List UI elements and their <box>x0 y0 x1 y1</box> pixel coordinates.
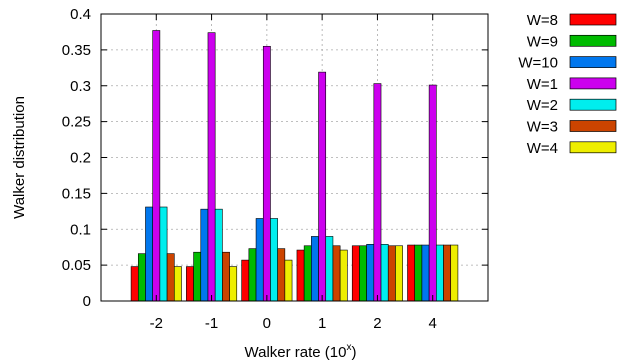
legend-swatch <box>569 98 617 111</box>
bars-layer <box>130 30 459 302</box>
bar <box>421 244 430 302</box>
x-tick-label: -2 <box>150 315 163 332</box>
x-tick-label: 2 <box>373 315 381 332</box>
y-axis-title: Walker distribution <box>11 96 28 219</box>
bar <box>277 248 286 302</box>
bar <box>450 244 459 302</box>
bar <box>262 45 271 302</box>
x-axis-title-main: Walker rate (10 <box>245 344 347 361</box>
bar <box>186 266 194 302</box>
y-tick-label: 0.35 <box>62 42 91 59</box>
bar <box>325 236 334 302</box>
x-tick-label: 4 <box>429 315 437 332</box>
bar <box>200 208 209 302</box>
bar <box>173 266 182 302</box>
y-tick-label: 0.1 <box>70 221 91 238</box>
bar <box>296 249 305 302</box>
bar <box>332 245 341 302</box>
legend-label: W=4 <box>527 140 558 157</box>
bar <box>193 251 202 302</box>
legend-label: W=8 <box>527 12 558 29</box>
bar <box>414 244 423 302</box>
bar <box>395 245 403 302</box>
legend-label: W=3 <box>527 119 558 136</box>
y-tick-label: 0.4 <box>70 6 91 23</box>
y-tick-label: 0 <box>83 293 91 310</box>
legend-label: W=2 <box>527 97 558 114</box>
bar <box>166 253 175 302</box>
bar <box>407 244 416 302</box>
legend-swatch <box>569 77 617 90</box>
bar <box>229 266 238 302</box>
bar <box>255 218 264 302</box>
legend-label: W=1 <box>527 76 558 93</box>
bar <box>428 84 437 302</box>
bar <box>387 245 396 302</box>
bar <box>207 32 216 302</box>
bar <box>373 83 382 302</box>
bar <box>222 251 230 302</box>
x-axis-title: Walker rate (10x) <box>245 342 357 361</box>
bar <box>145 206 153 302</box>
bar <box>137 253 146 302</box>
bar <box>380 244 389 302</box>
bar <box>366 244 375 302</box>
x-ticks: -2 -1 0 1 2 4 <box>150 14 437 332</box>
y-tick-label: 0.05 <box>62 257 91 274</box>
bar <box>359 245 367 302</box>
legend-swatch <box>569 13 617 26</box>
bar <box>248 248 257 302</box>
bar <box>303 245 312 302</box>
bar <box>159 206 168 302</box>
bar <box>318 71 327 302</box>
x-tick-label: 1 <box>318 315 326 332</box>
bar <box>311 236 319 302</box>
bar <box>436 244 444 302</box>
bar <box>241 259 250 302</box>
bar <box>339 249 348 302</box>
bar <box>130 266 139 302</box>
bar <box>284 259 293 302</box>
legend-swatch <box>569 120 617 132</box>
legend-swatch <box>569 141 617 154</box>
y-tick-label: 0.2 <box>70 150 91 167</box>
legend-label: W=10 <box>518 55 558 72</box>
legend: W=8 W=9 W=10 W=1 W=2 W=3 W=4 <box>518 12 617 157</box>
y-tick-label: 0.15 <box>62 185 91 202</box>
bar <box>152 30 161 302</box>
bar <box>270 218 278 302</box>
legend-swatch <box>569 56 617 68</box>
legend-label: W=9 <box>527 33 558 50</box>
legend-swatch <box>569 34 617 47</box>
bar <box>351 245 360 302</box>
y-ticks: 0 0.05 0.1 0.15 0.2 0.25 0.3 0.35 0.4 <box>62 6 488 310</box>
x-axis-title-sup: x <box>346 342 351 353</box>
bar <box>214 208 223 302</box>
bar <box>443 244 452 302</box>
y-tick-label: 0.25 <box>62 114 91 131</box>
x-tick-label: 0 <box>263 315 271 332</box>
x-tick-label: -1 <box>205 315 218 332</box>
y-tick-label: 0.3 <box>70 78 91 95</box>
x-axis-title-close: ) <box>351 344 356 361</box>
